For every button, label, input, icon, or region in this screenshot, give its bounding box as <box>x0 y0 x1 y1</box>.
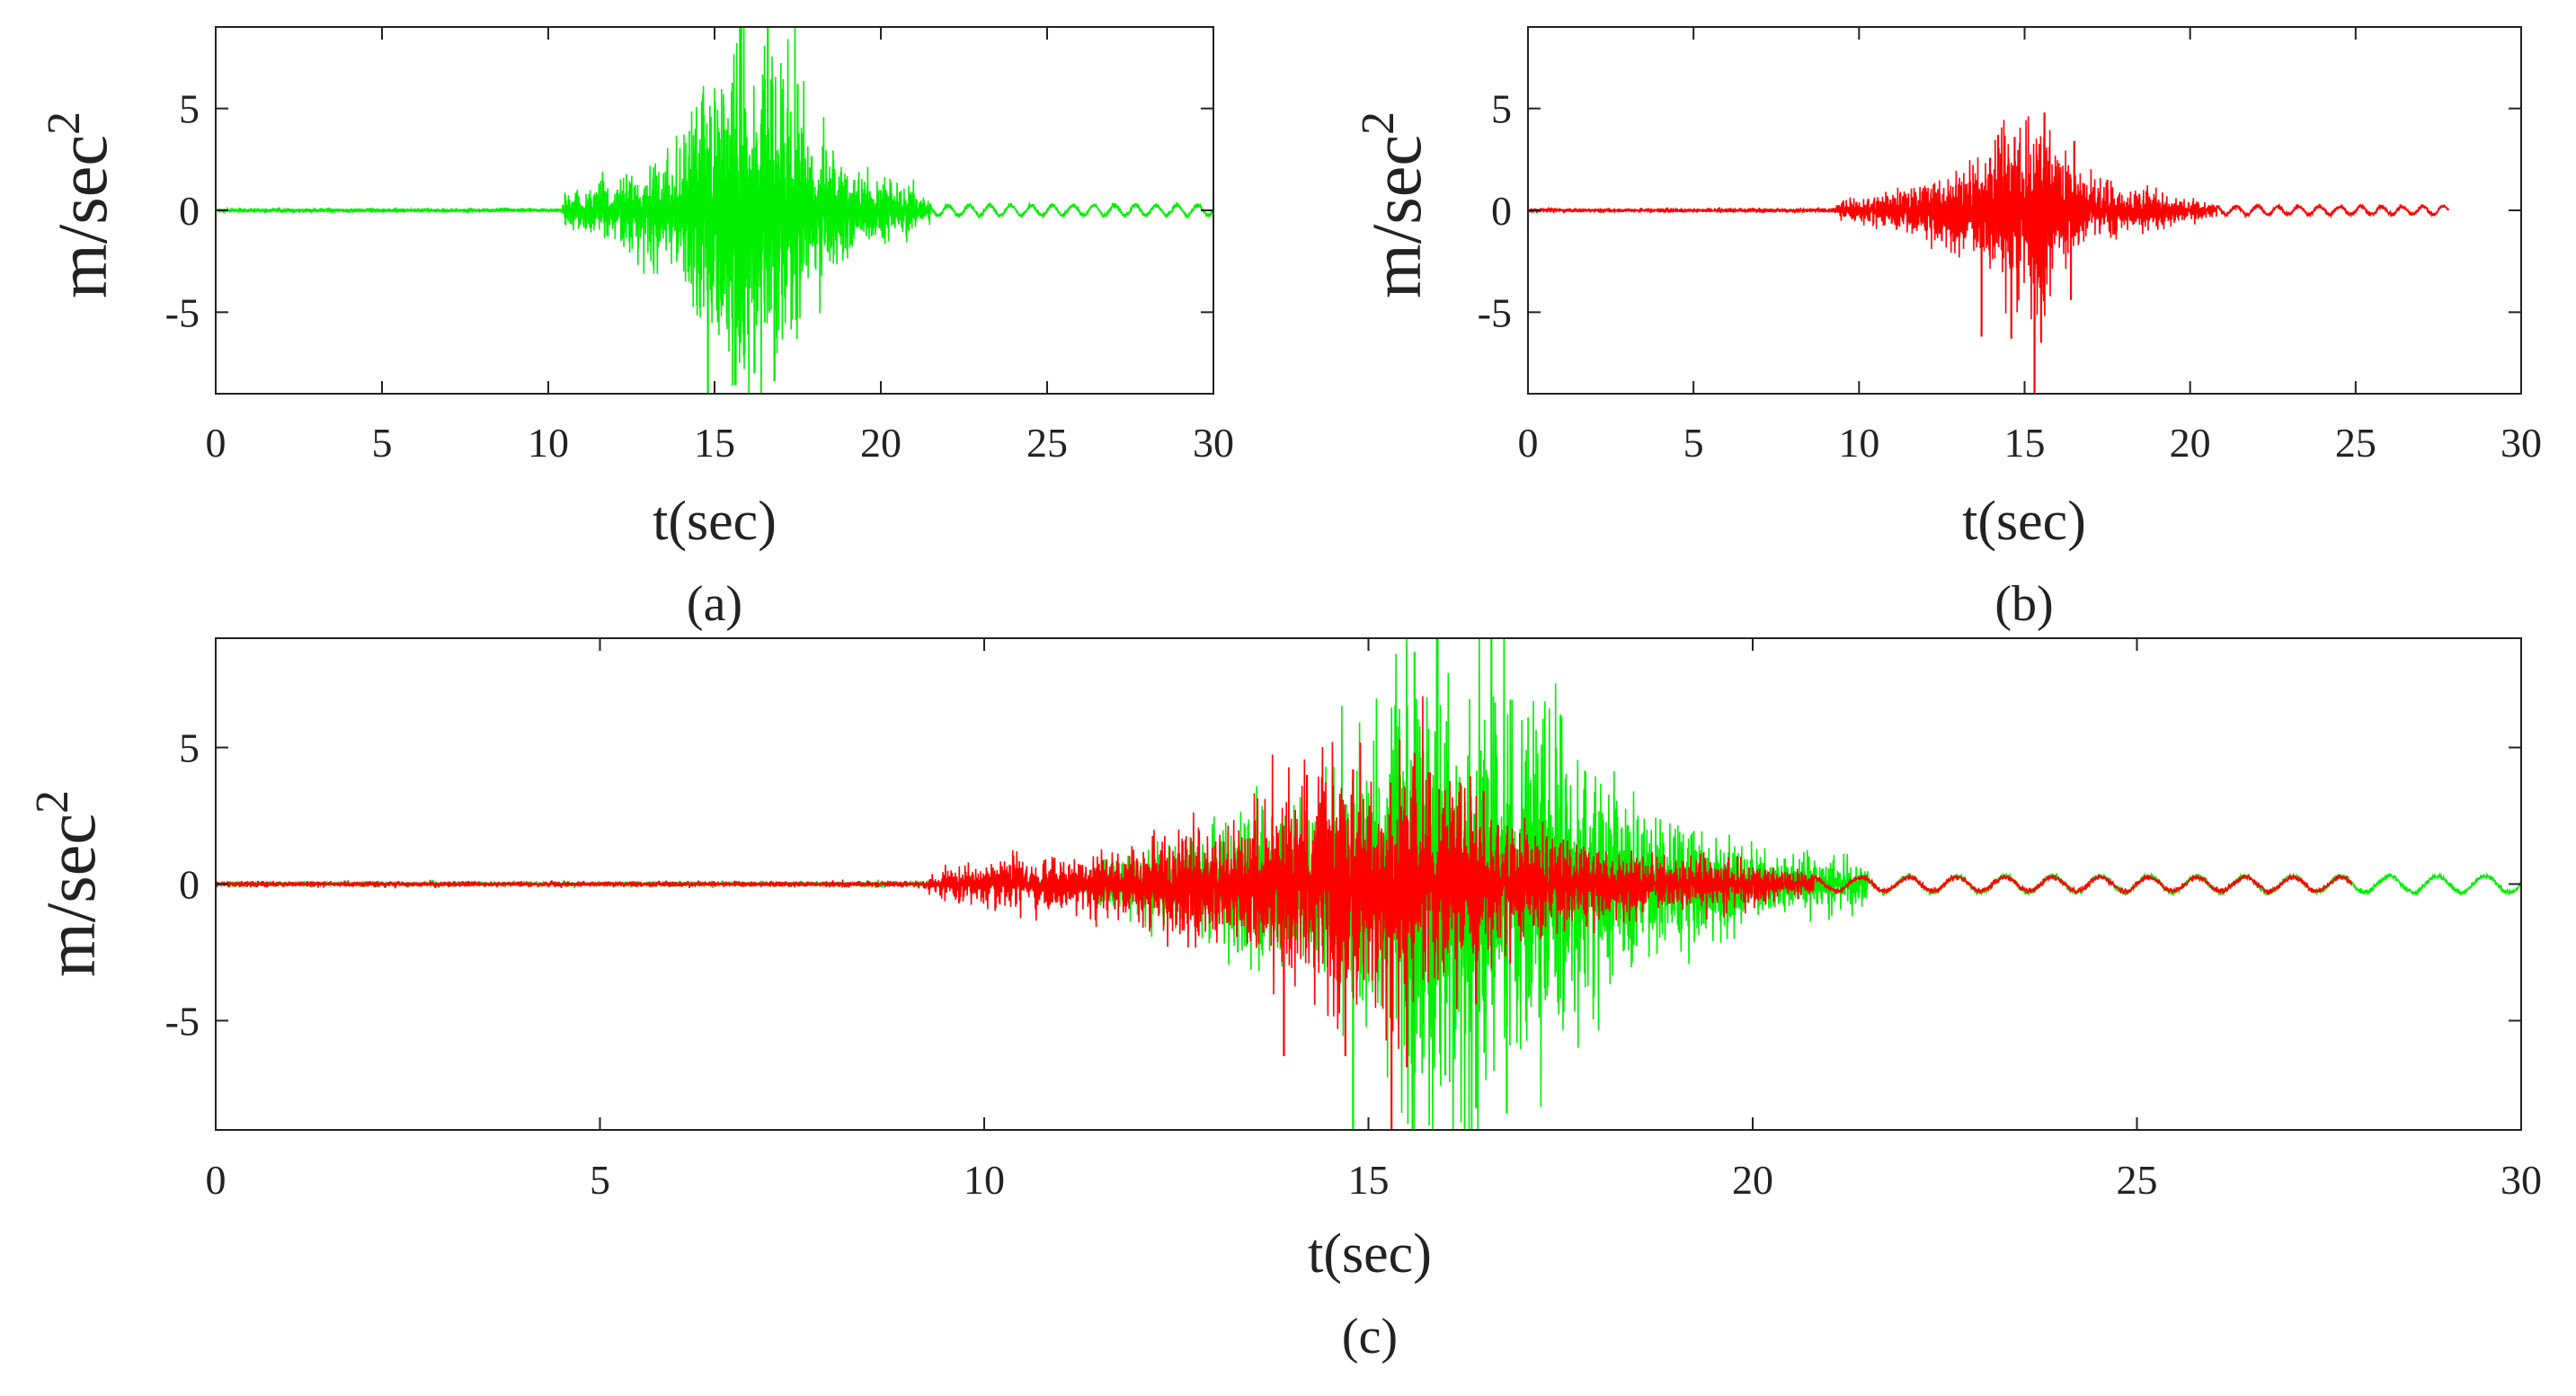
x-axis-title-a: t(sec) <box>653 491 777 552</box>
y-axis-title-b: m/sec2 <box>1353 111 1435 298</box>
series-line-c-2 <box>216 696 2353 1049</box>
y-tick-label-c-5: 5 <box>179 725 200 771</box>
x-axis-title-c: t(sec) <box>1308 1223 1432 1285</box>
y-tick-label-c-0: 0 <box>179 862 200 908</box>
x-tick-label-a-10: 10 <box>528 420 569 466</box>
x-tick-label-a-30: 30 <box>1193 420 1234 466</box>
panel-c: m/sec2 t(sec) (c) <box>27 790 1432 1365</box>
x-tick-label-c-20: 20 <box>1732 1157 1773 1203</box>
x-tick-label-c-25: 25 <box>2117 1157 2158 1203</box>
x-tick-label-a-5: 5 <box>372 420 393 466</box>
panel-caption-c: (c) <box>1342 1309 1398 1365</box>
x-axis-title-b: t(sec) <box>1962 491 2086 552</box>
x-tick-label-b-0: 0 <box>1518 420 1539 466</box>
x-tick-label-a-20: 20 <box>860 420 902 466</box>
x-tick-label-b-30: 30 <box>2500 420 2542 466</box>
x-tick-label-b-20: 20 <box>2170 420 2211 466</box>
y-tick-label-a-0: 0 <box>179 188 200 234</box>
panel-caption-b: (b) <box>1994 576 2053 632</box>
x-tick-label-b-10: 10 <box>1838 420 1879 466</box>
panel-a: m/sec2 t(sec) (a) <box>39 111 777 632</box>
x-tick-label-b-15: 15 <box>2004 420 2046 466</box>
x-tick-label-b-25: 25 <box>2335 420 2376 466</box>
y-tick-label-b-0: 0 <box>1491 188 1512 234</box>
y-tick-label-a--5: -5 <box>165 289 200 335</box>
plot-area-a: 0 5 10 15 20 25 30 -5 0 5 <box>165 26 1234 466</box>
x-tick-label-c-10: 10 <box>964 1157 1005 1203</box>
x-tick-label-a-15: 15 <box>694 420 735 466</box>
y-tick-label-a-5: 5 <box>179 86 200 132</box>
y-axis-title-a: m/sec2 <box>39 111 121 298</box>
y-tick-label-c--5: -5 <box>165 998 200 1044</box>
x-tick-label-a-25: 25 <box>1026 420 1068 466</box>
panel-b: m/sec2 t(sec) (b) <box>1353 111 2086 632</box>
y-tick-label-b-5: 5 <box>1491 86 1512 132</box>
plot-area-b: 0 5 10 15 20 25 30 -5 0 5 <box>1478 26 2542 466</box>
series-line-a-1 <box>216 27 1213 394</box>
y-axis-title-c: m/sec2 <box>27 790 110 977</box>
y-tick-label-b--5: -5 <box>1478 289 1512 335</box>
x-tick-label-c-15: 15 <box>1348 1157 1390 1203</box>
series-line-b-1 <box>1528 116 2449 320</box>
x-tick-label-c-5: 5 <box>590 1157 610 1203</box>
panel-caption-a: (a) <box>687 576 742 632</box>
plot-area-c: 0 5 10 15 20 25 30 -5 0 5 <box>165 637 2542 1203</box>
x-tick-label-c-30: 30 <box>2500 1157 2542 1203</box>
x-tick-label-a-0: 0 <box>206 420 227 466</box>
x-tick-label-c-0: 0 <box>206 1157 227 1203</box>
x-tick-label-b-5: 5 <box>1683 420 1704 466</box>
